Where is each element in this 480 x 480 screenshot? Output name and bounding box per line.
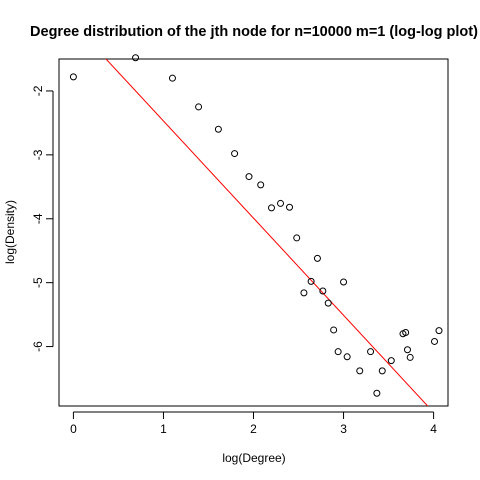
data-point: [356, 367, 364, 375]
x-axis: 0 1 2 3 4: [70, 411, 437, 436]
data-point: [168, 74, 176, 82]
data-point: [319, 287, 327, 295]
data-point: [293, 234, 301, 242]
x-tick-label: 3: [340, 422, 347, 436]
x-tick-label: 4: [430, 422, 437, 436]
y-tick-label: -3: [31, 149, 45, 160]
data-point: [330, 326, 338, 334]
x-tick-label: 1: [160, 422, 167, 436]
data-point: [403, 346, 411, 354]
fit-line-layer: [105, 59, 429, 406]
data-point: [132, 54, 140, 62]
x-axis-label: log(Degree): [222, 451, 285, 465]
y-tick-label: -6: [31, 341, 45, 352]
data-point: [324, 299, 332, 307]
data-point: [340, 278, 348, 286]
data-point: [214, 125, 222, 133]
data-point: [231, 150, 239, 158]
data-point: [373, 389, 381, 397]
x-tick-label: 0: [70, 422, 77, 436]
y-axis-label: log(Density): [3, 200, 17, 264]
data-point: [343, 353, 351, 361]
data-point: [307, 277, 315, 285]
data-point: [300, 289, 308, 297]
data-point: [402, 329, 410, 337]
data-point: [277, 199, 285, 207]
data-point: [257, 181, 265, 189]
y-tick-label: -5: [31, 277, 45, 288]
points-layer: [69, 54, 443, 397]
data-point: [435, 327, 443, 335]
y-tick-label: -4: [31, 213, 45, 224]
data-point: [367, 348, 375, 356]
data-point: [286, 203, 294, 211]
x-tick-label: 2: [250, 422, 257, 436]
data-point: [69, 73, 77, 81]
plot-frame: [58, 58, 449, 407]
fit-line: [105, 59, 429, 406]
chart-title: Degree distribution of the jth node for …: [30, 24, 478, 40]
data-point: [387, 357, 395, 365]
data-point: [334, 348, 342, 356]
data-point: [245, 173, 253, 181]
data-point: [195, 103, 203, 111]
data-point: [313, 254, 321, 262]
data-point: [378, 367, 386, 375]
data-point: [406, 353, 414, 361]
y-axis: -2 -3 -4 -5 -6: [31, 85, 54, 352]
data-point: [430, 337, 438, 345]
data-point: [268, 204, 276, 212]
y-tick-label: -2: [31, 85, 45, 96]
